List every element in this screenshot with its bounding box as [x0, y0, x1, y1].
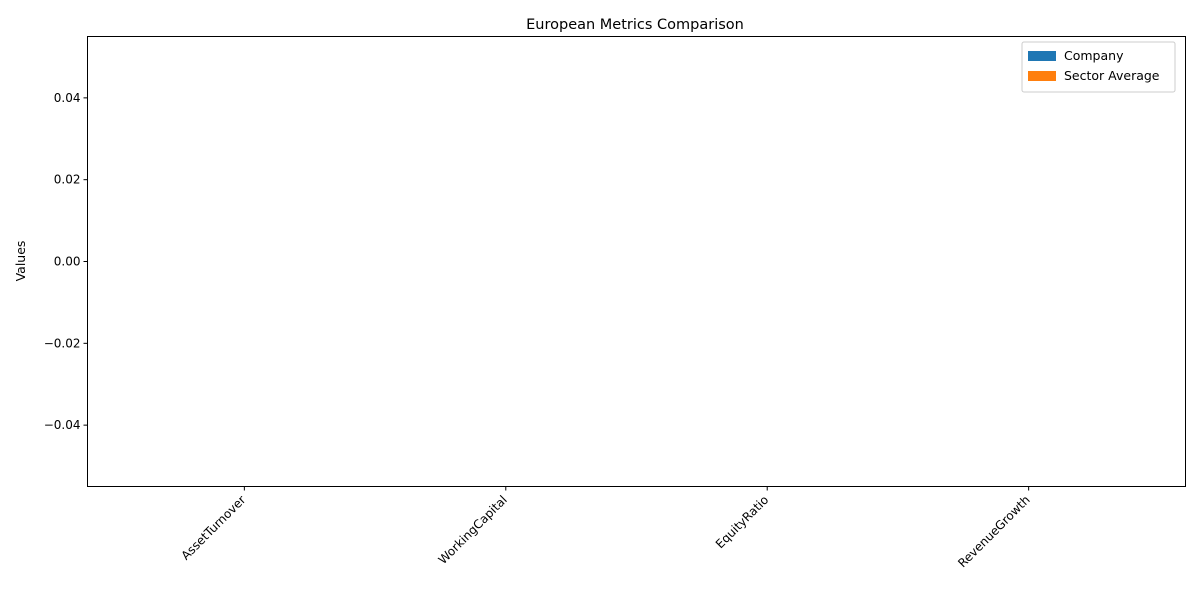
y-axis-ticks: 0.04 0.02 0.00 −0.02 −0.04 [44, 91, 88, 432]
y-tick-label: 0.00 [54, 255, 81, 269]
y-tick-label: 0.04 [54, 91, 81, 105]
x-tick-label: EquityRatio [713, 493, 772, 552]
y-tick-label: 0.02 [54, 173, 81, 187]
x-tick-label: RevenueGrowth [955, 493, 1033, 571]
legend-swatch [1028, 51, 1056, 61]
y-tick-label: −0.02 [44, 336, 81, 350]
y-tick-label: −0.04 [44, 418, 81, 432]
legend-label: Sector Average [1064, 68, 1160, 83]
chart-title: European Metrics Comparison [526, 17, 744, 33]
legend: Company Sector Average [1021, 41, 1176, 93]
x-tick-label: AssetTurnover [178, 493, 248, 563]
legend-label: Company [1064, 48, 1124, 63]
legend-swatch [1028, 71, 1056, 81]
x-tick-label: WorkingCapital [436, 493, 510, 567]
y-axis-label: Values [13, 241, 28, 282]
legend-box [1021, 41, 1176, 93]
plot-frame [87, 36, 1186, 487]
x-axis-ticks: AssetTurnover WorkingCapital EquityRatio Re… [178, 486, 1033, 571]
